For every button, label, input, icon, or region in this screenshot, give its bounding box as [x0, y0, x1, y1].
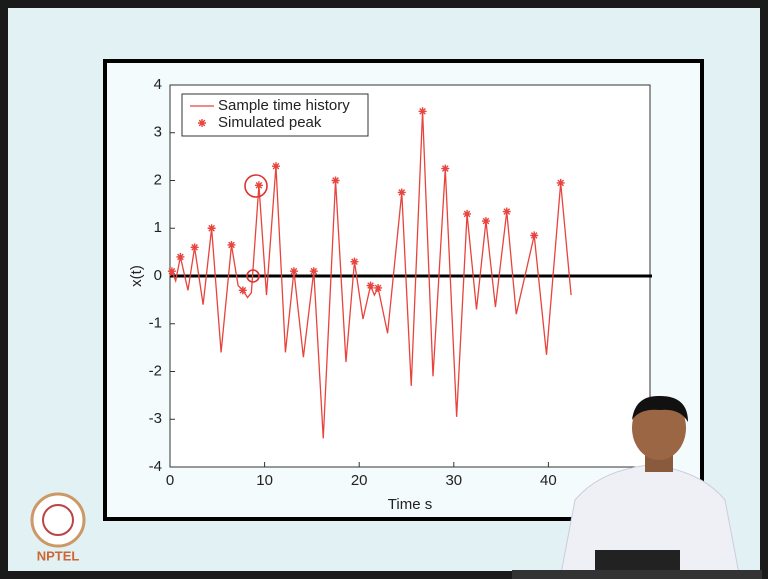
y-tick-label: 0 — [154, 267, 162, 284]
logo: NPTEL — [32, 494, 84, 563]
y-axis-label: x(t) — [128, 265, 145, 287]
x-tick-label: 0 — [166, 472, 174, 489]
peak-marker — [310, 267, 318, 275]
peak-marker — [290, 267, 298, 275]
peak-marker — [350, 258, 358, 266]
x-tick-label: 40 — [540, 472, 557, 489]
peak-marker — [208, 224, 216, 232]
peak-marker — [503, 208, 511, 216]
peak-marker — [255, 181, 263, 189]
legend-marker — [198, 119, 206, 127]
x-tick-label: 30 — [445, 472, 462, 489]
peak-marker — [332, 177, 340, 185]
peak-marker — [419, 107, 427, 115]
peak-marker — [191, 243, 199, 251]
y-tick-label: -3 — [149, 410, 162, 427]
peak-marker — [482, 217, 490, 225]
peak-marker — [239, 286, 247, 294]
x-axis-label: Time s — [388, 496, 432, 513]
y-tick-label: 4 — [154, 76, 162, 93]
y-tick-label: -4 — [149, 458, 162, 475]
y-tick-label: 1 — [154, 219, 162, 236]
peak-marker — [272, 162, 280, 170]
x-tick-label: 20 — [351, 472, 368, 489]
x-tick-label: 10 — [256, 472, 273, 489]
peak-marker — [176, 253, 184, 261]
legend-label: Simulated peak — [218, 114, 322, 131]
y-tick-label: -2 — [149, 362, 162, 379]
peak-marker — [441, 165, 449, 173]
peak-marker — [463, 210, 471, 218]
legend-label: Sample time history — [218, 97, 350, 114]
y-tick-label: 2 — [154, 171, 162, 188]
peak-marker — [374, 284, 382, 292]
peak-marker — [367, 282, 375, 290]
peak-marker — [168, 267, 176, 275]
peak-marker — [557, 179, 565, 187]
y-tick-label: -1 — [149, 315, 162, 332]
y-tick-label: 3 — [154, 124, 162, 141]
page: {"logo_text": "NPTEL", "chart_data": {"t… — [0, 0, 768, 579]
peak-marker — [227, 241, 235, 249]
peak-marker — [398, 188, 406, 196]
logo-text: NPTEL — [37, 548, 80, 563]
peak-marker — [530, 231, 538, 239]
screen: 0 10 20 30 40 -4 -3 -2 -1 0 1 2 3 4 Sample time histor… — [0, 0, 768, 579]
